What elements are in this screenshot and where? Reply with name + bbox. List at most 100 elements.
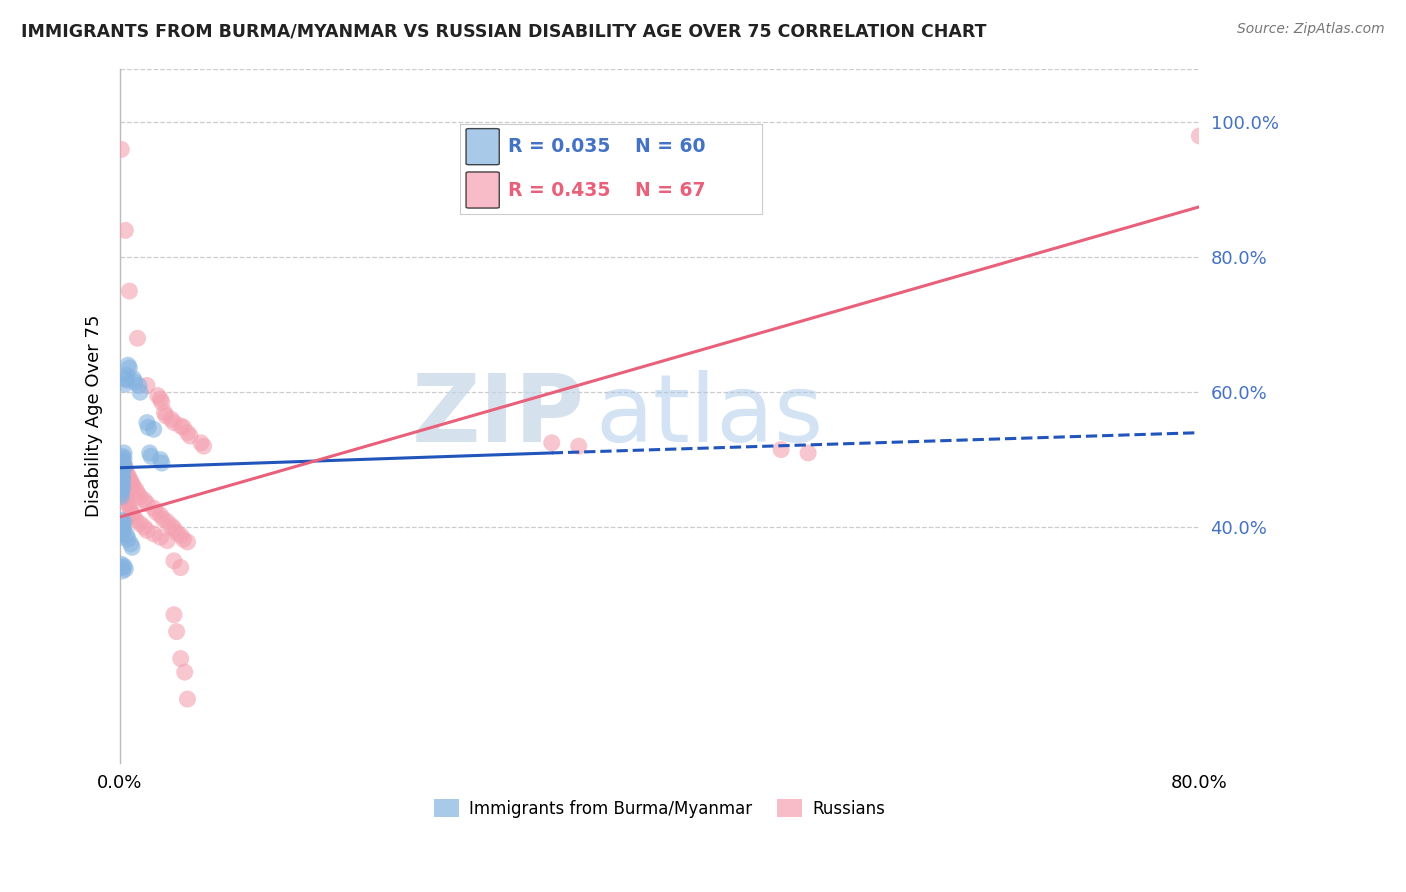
Point (110, 490, 132, 504)
Point (110, 456, 132, 470)
Point (111, 467, 134, 482)
Point (118, 284, 141, 298)
Point (166, 624, 188, 639)
Point (129, 385, 152, 400)
Point (110, 469, 132, 483)
Point (110, 459, 132, 474)
Point (139, 450, 162, 464)
Point (150, 395, 173, 409)
Point (110, 513, 132, 527)
Point (112, 458, 135, 472)
Point (155, 409, 177, 423)
Text: Source: ZipAtlas.com: Source: ZipAtlas.com (1237, 22, 1385, 37)
Point (121, 541, 143, 555)
Point (770, 442, 793, 457)
Point (111, 564, 134, 578)
Point (120, 475, 142, 489)
Point (111, 481, 134, 495)
Point (163, 554, 186, 568)
Point (115, 528, 138, 542)
Point (111, 525, 134, 540)
Point (166, 525, 188, 540)
Point (110, 480, 132, 494)
Point (134, 493, 156, 508)
Point (127, 486, 149, 500)
Point (110, 466, 132, 480)
Point (797, 446, 820, 460)
Point (160, 518, 183, 533)
Point (170, 528, 193, 542)
Point (110, 486, 132, 500)
Point (117, 358, 139, 372)
Point (110, 143, 132, 157)
Point (156, 533, 179, 548)
Point (146, 388, 169, 402)
Point (163, 521, 186, 535)
Point (136, 420, 159, 434)
Point (125, 513, 148, 527)
Point (118, 360, 141, 375)
Point (112, 446, 135, 460)
Point (110, 463, 132, 477)
Point (111, 521, 134, 535)
Point (172, 533, 194, 547)
Point (170, 560, 193, 574)
Point (114, 377, 136, 392)
Point (136, 496, 159, 510)
Point (115, 368, 138, 383)
Point (117, 533, 139, 547)
Point (111, 454, 134, 468)
Point (114, 562, 136, 576)
Point (121, 507, 143, 521)
Point (145, 505, 167, 519)
Text: IMMIGRANTS FROM BURMA/MYANMAR VS RUSSIAN DISABILITY AGE OVER 75 CORRELATION CHAR: IMMIGRANTS FROM BURMA/MYANMAR VS RUSSIAN… (21, 22, 987, 40)
Point (111, 516, 134, 531)
Point (163, 607, 186, 622)
Point (128, 378, 150, 392)
Text: ZIP: ZIP (411, 370, 583, 462)
Point (142, 526, 165, 541)
Point (111, 450, 134, 464)
Point (179, 429, 201, 443)
Point (149, 530, 172, 544)
Point (176, 535, 198, 549)
Point (540, 435, 562, 450)
Point (136, 378, 159, 392)
Point (114, 223, 136, 237)
Point (172, 420, 194, 434)
Point (152, 512, 174, 526)
Y-axis label: Disability Age Over 75: Disability Age Over 75 (86, 315, 103, 517)
Point (111, 560, 134, 574)
Point (114, 490, 136, 504)
Point (112, 460, 135, 475)
Point (170, 419, 193, 434)
Point (127, 331, 149, 345)
Point (149, 452, 172, 467)
Point (112, 524, 135, 538)
Point (138, 446, 160, 460)
Point (129, 490, 152, 504)
Point (163, 416, 186, 430)
Point (110, 526, 132, 541)
Point (115, 493, 138, 508)
Point (112, 559, 135, 574)
Legend: Immigrants from Burma/Myanmar, Russians: Immigrants from Burma/Myanmar, Russians (427, 793, 891, 824)
Point (111, 462, 134, 476)
Point (110, 530, 132, 544)
Point (122, 510, 145, 524)
Point (173, 665, 195, 679)
Point (136, 524, 159, 538)
Point (111, 471, 134, 485)
Point (193, 439, 215, 453)
Point (112, 451, 135, 466)
Point (120, 537, 142, 551)
Point (134, 520, 156, 534)
Point (156, 515, 179, 529)
Point (112, 486, 135, 500)
Point (1188, 128, 1211, 143)
Point (110, 557, 132, 571)
Point (112, 515, 135, 529)
Point (110, 473, 132, 487)
Point (118, 471, 141, 485)
Point (125, 483, 148, 497)
